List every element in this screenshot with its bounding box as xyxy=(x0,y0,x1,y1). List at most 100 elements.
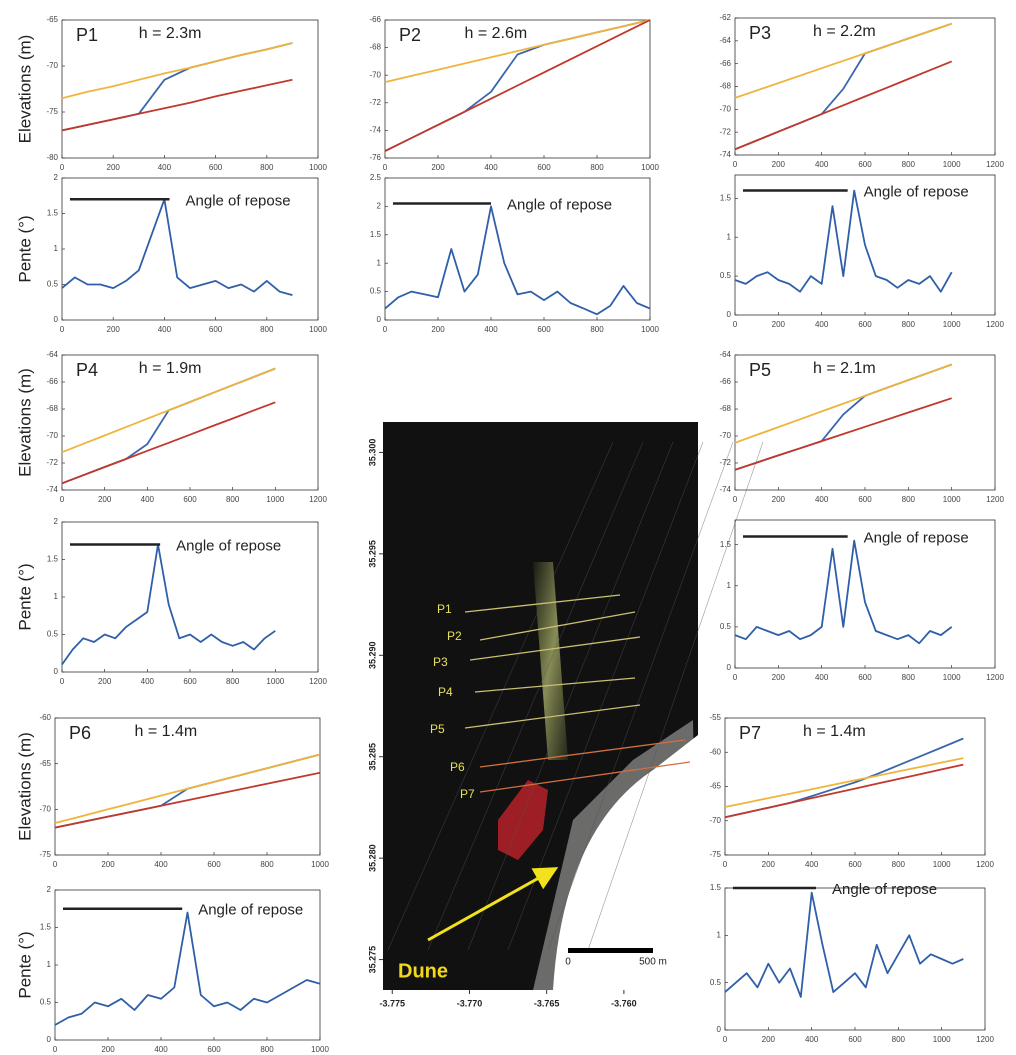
x-tick-label: 0 xyxy=(723,860,728,869)
y-tick-label: 1 xyxy=(727,232,732,241)
x-tick-label: 800 xyxy=(226,495,240,504)
y-tick-label: -70 xyxy=(369,70,381,79)
x-tick-label: 800 xyxy=(902,495,916,504)
y-tick-label: -64 xyxy=(46,350,58,359)
x-tick-label: 200 xyxy=(772,673,786,682)
y-axis-label: Pente (°) xyxy=(15,931,34,998)
x-tick-label: 800 xyxy=(590,163,604,172)
data-line xyxy=(61,78,293,132)
x-tick-label: 600 xyxy=(183,677,197,686)
faint-line xyxy=(427,441,644,951)
x-tick-label: 800 xyxy=(590,325,604,334)
y-tick-label: -55 xyxy=(709,713,721,722)
y-tick-label: -65 xyxy=(709,782,721,791)
faint-line xyxy=(587,441,764,951)
y-tick-label: 0.5 xyxy=(40,998,52,1007)
x-tick-label: 200 xyxy=(762,860,776,869)
x-tick-label: 600 xyxy=(207,860,221,869)
reference-label: Angle of repose xyxy=(176,537,281,554)
x-tick-label: 600 xyxy=(209,163,223,172)
y-tick-label: -68 xyxy=(719,404,731,413)
x-tick-label: 1200 xyxy=(986,160,1004,169)
x-tick-label: 1000 xyxy=(309,163,327,172)
data-line xyxy=(54,771,321,829)
x-tick-label: 1200 xyxy=(986,495,1004,504)
y-tick-label: -66 xyxy=(719,59,731,68)
y-tick-label: -66 xyxy=(369,15,381,24)
data-line xyxy=(734,363,953,444)
x-tick-label: 400 xyxy=(805,1035,819,1044)
y-tick-label: 35.275 xyxy=(367,946,377,974)
y-tick-label: 2 xyxy=(54,173,59,182)
annotation: h = 2.1m xyxy=(813,360,876,377)
panel-title: P2 xyxy=(399,25,421,45)
data-line xyxy=(724,763,964,819)
data-line xyxy=(61,367,276,454)
x-tick-label: 200 xyxy=(107,325,121,334)
x-tick-label: 200 xyxy=(431,163,445,172)
profile-label: P2 xyxy=(447,629,462,643)
data-line xyxy=(61,367,276,485)
y-tick-label: -74 xyxy=(369,126,381,135)
x-tick-label: 400 xyxy=(158,325,172,334)
y-tick-label: 35.300 xyxy=(367,439,377,467)
y-tick-label: 0 xyxy=(377,315,382,324)
x-tick-label: 400 xyxy=(815,673,829,682)
scale-label: 500 m xyxy=(639,957,667,968)
y-axis-label: Pente (°) xyxy=(15,563,34,630)
data-line xyxy=(384,19,651,152)
y-tick-label: -72 xyxy=(369,98,381,107)
y-tick-label: -62 xyxy=(719,13,731,22)
x-tick-label: 800 xyxy=(892,860,906,869)
y-axis-label: Pente (°) xyxy=(15,215,34,282)
annotation: h = 1.4m xyxy=(135,723,198,740)
y-tick-label: -76 xyxy=(369,153,381,162)
x-tick-label: 1000 xyxy=(641,163,659,172)
x-tick-label: 1000 xyxy=(943,160,961,169)
x-tick-label: 600 xyxy=(209,325,223,334)
y-tick-label: -66 xyxy=(719,377,731,386)
x-tick-label: 200 xyxy=(431,325,445,334)
x-tick-label: 800 xyxy=(902,160,916,169)
dune-arrow xyxy=(427,867,559,942)
y-tick-label: 0.5 xyxy=(370,287,382,296)
y-tick-label: -64 xyxy=(719,350,731,359)
x-tick-label: 800 xyxy=(892,1035,906,1044)
annotation: h = 1.4m xyxy=(803,723,866,740)
reference-label: Angle of repose xyxy=(186,192,291,209)
y-tick-label: 0 xyxy=(54,315,59,324)
y-tick-label: 1 xyxy=(377,258,382,267)
annotation: h = 2.2m xyxy=(813,23,876,40)
y-tick-label: 35.290 xyxy=(367,642,377,670)
y-tick-label: 1.5 xyxy=(720,193,732,202)
x-tick-label: 1000 xyxy=(943,320,961,329)
annotation: h = 1.9m xyxy=(139,360,202,377)
data-line xyxy=(61,401,276,485)
x-tick-label: 400 xyxy=(815,160,829,169)
x-tick-label: 600 xyxy=(183,495,197,504)
x-tick-label: 800 xyxy=(902,320,916,329)
x-tick-label: 400 xyxy=(484,163,498,172)
x-tick-label: 200 xyxy=(772,320,786,329)
y-tick-label: -68 xyxy=(719,82,731,91)
y-tick-label: 1.5 xyxy=(370,230,382,239)
x-tick-label: 0 xyxy=(733,160,738,169)
y-tick-label: -80 xyxy=(46,153,58,162)
x-tick-label: 800 xyxy=(260,325,274,334)
x-tick-label: 1200 xyxy=(309,495,327,504)
y-tick-label: -66 xyxy=(46,377,58,386)
x-tick-label: 400 xyxy=(805,860,819,869)
reference-label: Angle of repose xyxy=(832,881,937,898)
y-tick-label: -68 xyxy=(46,404,58,413)
y-tick-label: -74 xyxy=(719,485,731,494)
x-tick-label: 1000 xyxy=(933,860,951,869)
y-tick-label: -64 xyxy=(719,36,731,45)
x-tick-label: 1200 xyxy=(986,673,1004,682)
x-tick-label: -3.760 xyxy=(611,998,637,1008)
data-line xyxy=(724,737,964,819)
x-tick-label: 600 xyxy=(848,1035,862,1044)
x-tick-label: 1200 xyxy=(976,860,994,869)
x-tick-label: 200 xyxy=(98,677,112,686)
x-tick-label: 800 xyxy=(902,673,916,682)
